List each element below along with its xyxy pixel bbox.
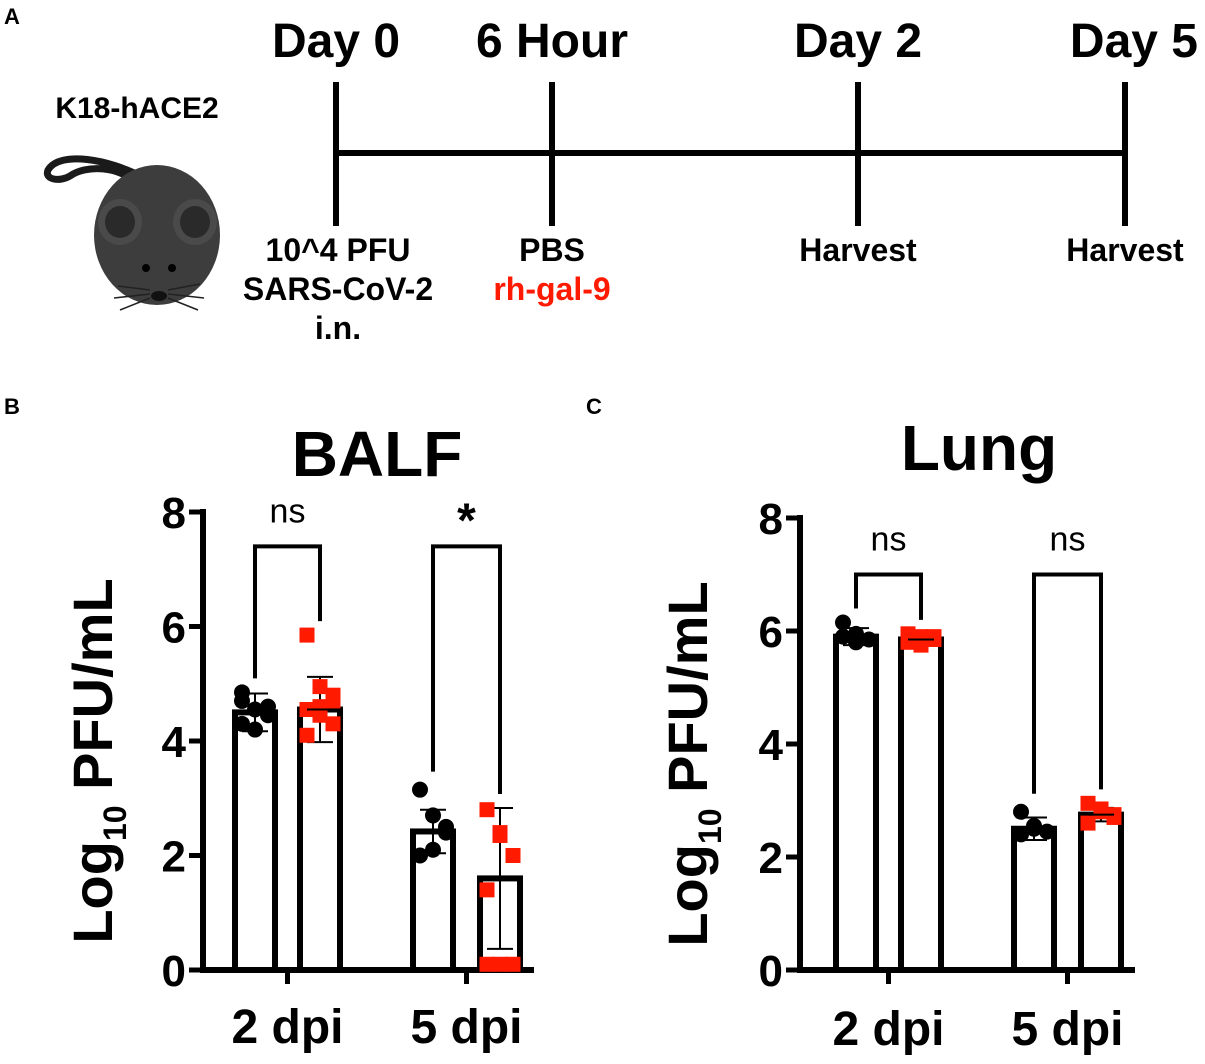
data-point xyxy=(900,634,916,650)
timeline-detail-1-0: PBS xyxy=(519,232,585,268)
data-point xyxy=(412,847,428,864)
timeline-detail-0-1: SARS-CoV-2 xyxy=(243,271,433,307)
data-point xyxy=(425,841,441,858)
y-axis-label: Log10 PFU/mL xyxy=(61,578,133,943)
timeline-title-1: 6 Hour xyxy=(476,15,628,68)
x-tick-label: 5 dpi xyxy=(1011,1003,1123,1056)
bar xyxy=(833,633,879,974)
y-axis-label-rest: PFU/mL xyxy=(61,578,124,805)
y-axis-label-rest: PFU/mL xyxy=(656,581,719,808)
data-point xyxy=(234,715,250,732)
data-point xyxy=(412,781,428,798)
data-point xyxy=(492,956,508,972)
y-axis-label-sub: 10 xyxy=(692,808,728,844)
timeline-detail-0-0: 10^4 PFU xyxy=(266,232,411,268)
lung-chart: Lung Log10 PFU/mL 0 2 4 6 8 2 dpi 5 dpi ns ns xyxy=(656,412,1135,1056)
x-tick-label: 2 dpi xyxy=(832,1003,944,1056)
timeline-detail-0-2: i.n. xyxy=(315,310,361,346)
y-axis-label: Log10 PFU/mL xyxy=(656,581,728,946)
significance-label: ns xyxy=(871,521,907,559)
bar xyxy=(1011,825,1057,973)
data-point xyxy=(299,627,315,643)
bar xyxy=(232,709,278,973)
data-point xyxy=(913,637,929,653)
balf-chart: BALF Log10 PFU/mL 0 2 4 6 8 2 dpi 5 dpi ns * xyxy=(61,418,534,1054)
data-point xyxy=(1013,803,1029,820)
y-tick-label: 2 xyxy=(162,833,186,882)
data-point xyxy=(325,716,341,732)
data-point xyxy=(861,631,877,648)
x-tick-label: 5 dpi xyxy=(410,1001,522,1054)
significance-bracket xyxy=(253,544,322,679)
chart-title: BALF xyxy=(292,418,463,490)
panel-letter-c: C xyxy=(586,394,602,419)
y-tick-label: 0 xyxy=(759,947,783,996)
y-tick-label: 4 xyxy=(162,718,187,767)
data-point xyxy=(247,721,263,738)
timeline-detail-1-1: rh-gal-9 xyxy=(493,271,610,307)
timeline-detail-2-0: Harvest xyxy=(799,232,917,268)
data-point xyxy=(479,882,495,898)
y-axis-label-sub: 10 xyxy=(97,805,133,841)
data-point xyxy=(299,727,315,743)
data-point xyxy=(492,825,508,841)
data-point xyxy=(312,679,328,695)
y-tick-label: 6 xyxy=(759,608,783,657)
mouse-icon xyxy=(43,155,220,311)
y-axis-label-main: Log xyxy=(656,844,719,947)
x-tick-label: 2 dpi xyxy=(231,1001,343,1054)
timeline-title-3: Day 5 xyxy=(1070,15,1198,68)
y-tick-label: 6 xyxy=(162,604,186,653)
data-point xyxy=(1013,826,1029,843)
data-point xyxy=(234,692,250,709)
bar xyxy=(1078,811,1124,973)
data-point xyxy=(505,956,521,972)
y-tick-label: 2 xyxy=(759,834,783,883)
data-point xyxy=(312,699,328,715)
data-point xyxy=(438,818,454,835)
significance-label: ns xyxy=(270,492,306,530)
data-point xyxy=(479,802,495,818)
bar xyxy=(898,636,944,973)
significance-label: ns xyxy=(1050,521,1086,559)
data-point xyxy=(260,698,276,715)
significance-bracket xyxy=(1032,572,1103,794)
y-tick-label: 0 xyxy=(162,947,186,996)
data-point xyxy=(425,807,441,824)
panel-letter-a: A xyxy=(4,4,20,29)
timeline-title-0: Day 0 xyxy=(272,15,400,68)
data-point xyxy=(1093,804,1109,820)
data-point xyxy=(325,693,341,709)
data-point xyxy=(479,956,495,972)
significance-bracket xyxy=(854,572,923,620)
significance-bracket xyxy=(431,544,502,794)
y-tick-label: 4 xyxy=(759,721,784,770)
data-point xyxy=(835,614,851,631)
data-point xyxy=(247,701,263,718)
data-point xyxy=(505,848,521,863)
chart-title: Lung xyxy=(901,412,1057,484)
y-axis-label-main: Log xyxy=(61,841,124,944)
timeline-title-2: Day 2 xyxy=(794,15,922,68)
significance-label: * xyxy=(457,494,476,547)
data-point xyxy=(848,634,864,651)
data-point xyxy=(926,629,942,645)
y-tick-label: 8 xyxy=(759,495,783,544)
data-point xyxy=(1039,823,1055,840)
y-tick-label: 8 xyxy=(162,489,186,538)
data-point xyxy=(1080,815,1096,831)
panel-letter-b: B xyxy=(4,394,20,419)
data-point xyxy=(1080,795,1096,811)
bar xyxy=(297,706,343,973)
data-point xyxy=(1106,809,1122,825)
mouse-label: K18-hACE2 xyxy=(55,92,218,125)
timeline-detail-3-0: Harvest xyxy=(1066,232,1184,268)
